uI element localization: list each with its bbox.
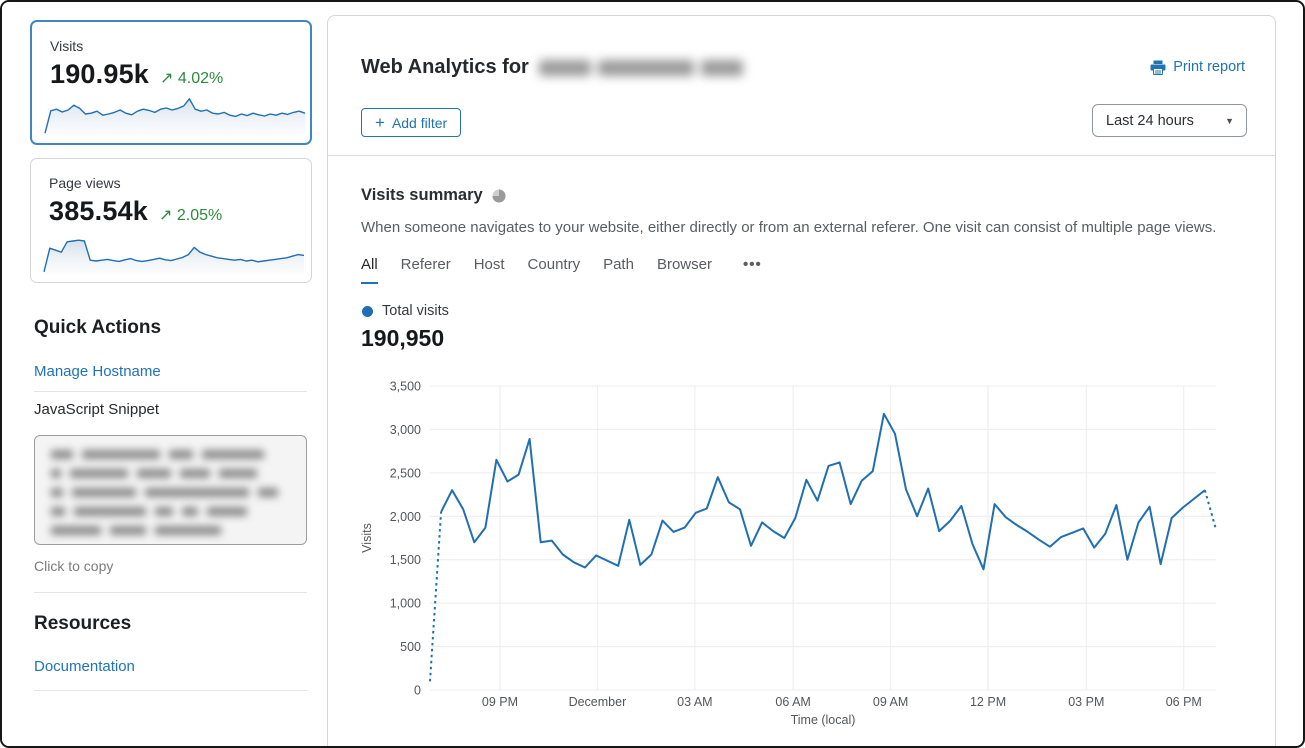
dimension-tabs: All Referer Host Country Path Browser ••• xyxy=(361,256,762,284)
divider xyxy=(34,592,307,593)
divider xyxy=(34,391,307,392)
x-tick-label: 09 PM xyxy=(482,695,518,709)
x-axis-title: Time (local) xyxy=(791,713,856,727)
tab-all[interactable]: All xyxy=(361,256,378,284)
y-axis-title: Visits xyxy=(360,523,374,553)
series-total-visits-line xyxy=(440,412,1206,571)
x-tick-label: 09 AM xyxy=(873,695,908,709)
metric-change: ↗ 4.02% xyxy=(160,70,224,87)
x-tick-label: 03 AM xyxy=(677,695,712,709)
tab-country[interactable]: Country xyxy=(527,256,581,273)
click-to-copy-hint: Click to copy xyxy=(34,558,114,574)
metric-label: Visits xyxy=(50,38,84,54)
help-pie-icon[interactable] xyxy=(492,189,506,203)
sparkline-line xyxy=(43,239,305,272)
x-tick-label: December xyxy=(569,695,627,709)
trend-up-icon: ↗ xyxy=(160,70,174,87)
add-filter-button[interactable]: + Add filter xyxy=(361,108,462,137)
y-tick-label: 500 xyxy=(400,640,421,654)
y-tick-label: 3,500 xyxy=(390,380,421,394)
legend-dot-icon xyxy=(362,305,373,317)
tab-path[interactable]: Path xyxy=(603,256,634,273)
header-divider xyxy=(328,155,1275,156)
main-panel: Web Analytics for Print report + Add fil… xyxy=(327,15,1276,746)
chevron-down-icon: ▼ xyxy=(1225,115,1234,126)
javascript-snippet-box[interactable] xyxy=(34,435,307,545)
page-views-sparkline-chart xyxy=(43,239,305,274)
tab-referer[interactable]: Referer xyxy=(400,256,451,273)
metric-card-visits[interactable]: Visits 190.95k ↗ 4.02% xyxy=(30,20,312,145)
page-title: Web Analytics for xyxy=(361,56,529,78)
sparkline-line xyxy=(44,98,306,134)
plus-icon: + xyxy=(375,112,385,132)
x-tick-label: 12 PM xyxy=(970,695,1006,709)
chart-legend: Total visits xyxy=(362,303,449,319)
metric-value: 190.95k xyxy=(50,59,149,89)
print-report-button[interactable]: Print report xyxy=(1150,59,1245,75)
visits-summary-title: Visits summary xyxy=(361,186,483,204)
series-dashed-tail xyxy=(1203,489,1217,530)
metric-change: ↗ 2.05% xyxy=(159,207,223,224)
more-tabs-button[interactable]: ••• xyxy=(742,256,762,273)
visits-summary-description: When someone navigates to your website, … xyxy=(361,219,1217,236)
redacted-domain xyxy=(538,59,743,76)
print-report-label: Print report xyxy=(1173,59,1245,75)
legend-label: Total visits xyxy=(382,303,449,319)
x-tick-label: 06 PM xyxy=(1166,695,1202,709)
documentation-link[interactable]: Documentation xyxy=(34,658,135,675)
divider xyxy=(34,690,307,691)
trend-up-icon: ↗ xyxy=(159,207,173,224)
sparkline-area xyxy=(44,240,304,274)
y-tick-label: 1,500 xyxy=(390,553,421,567)
y-tick-label: 2,000 xyxy=(390,510,421,524)
x-tick-label: 03 PM xyxy=(1068,695,1104,709)
total-visits-value: 190,950 xyxy=(361,325,445,351)
metric-card-page-views[interactable]: Page views 385.54k ↗ 2.05% xyxy=(30,158,312,283)
time-range-value: Last 24 hours xyxy=(1106,112,1194,129)
y-tick-label: 2,500 xyxy=(390,466,421,480)
manage-hostname-link[interactable]: Manage Hostname xyxy=(34,363,161,380)
visits-sparkline-chart xyxy=(44,98,306,135)
sparkline-area xyxy=(45,98,305,135)
resources-heading: Resources xyxy=(34,613,132,634)
printer-icon xyxy=(1150,60,1166,75)
sidebar: Visits 190.95k ↗ 4.02% Page views 385.54… xyxy=(2,2,327,746)
y-tick-label: 0 xyxy=(414,684,421,698)
metric-value: 385.54k xyxy=(49,196,148,226)
metric-label: Page views xyxy=(49,175,121,191)
y-tick-label: 1,000 xyxy=(390,597,421,611)
quick-actions-heading: Quick Actions xyxy=(34,317,162,338)
x-tick-label: 06 AM xyxy=(775,695,810,709)
tab-host[interactable]: Host xyxy=(473,256,505,273)
series-dashed-head xyxy=(429,511,443,682)
tab-browser[interactable]: Browser xyxy=(656,256,712,273)
y-tick-label: 3,000 xyxy=(390,423,421,437)
javascript-snippet-label: JavaScript Snippet xyxy=(34,401,160,418)
time-range-dropdown[interactable]: Last 24 hours ▼ xyxy=(1092,104,1247,137)
visits-line-chart: 0 500 1,000 1,500 2,000 2,500 3,000 3,500 09 PM D… xyxy=(360,380,1217,727)
